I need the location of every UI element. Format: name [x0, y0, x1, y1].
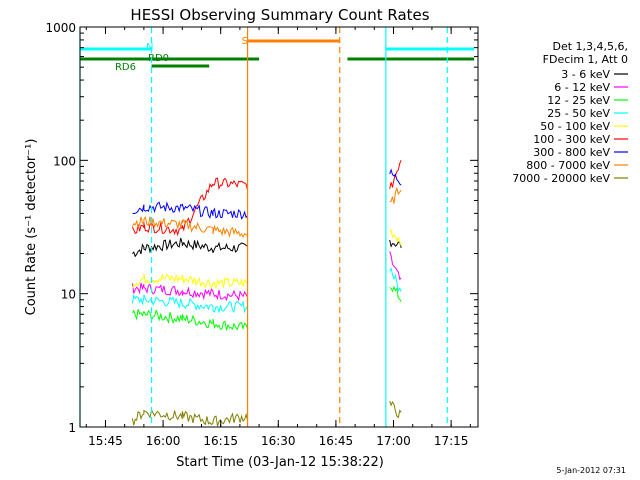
x-axis: 15:45 16:00 16:15 16:30 16:45 17:00 17:15 [85, 27, 471, 448]
series-line [131, 177, 249, 237]
footer-timestamp: 5-Jan-2012 07:31 [556, 466, 626, 475]
legend-entry-label: 800 - 7000 keV [526, 159, 610, 172]
flag-label: RD6 [115, 62, 136, 73]
legend-entry-label: 300 - 800 keV [533, 146, 610, 159]
legend-entry-label: 100 - 300 keV [533, 133, 610, 146]
x-tick-label: 16:00 [146, 434, 181, 448]
y-tick-label: 100 [53, 154, 76, 168]
x-tick-label: 16:45 [319, 434, 354, 448]
y-axis-label: Count Rate (s⁻¹ detector⁻¹) [24, 139, 39, 316]
series-line [389, 285, 402, 302]
series-line [131, 282, 249, 302]
legend-entry-label: 3 - 6 keV [561, 68, 610, 81]
series-line [389, 186, 402, 204]
y-tick-label: 10 [61, 288, 76, 302]
x-tick-label: 16:30 [261, 434, 296, 448]
legend-entry-label: 7000 - 20000 keV [512, 172, 610, 185]
series-line [389, 400, 402, 419]
x-tick-label: 17:00 [376, 434, 411, 448]
series-line [132, 201, 248, 220]
x-tick-label: 17:15 [434, 434, 469, 448]
series-line [131, 216, 248, 239]
x-tick-label: 15:45 [88, 434, 123, 448]
legend-header-line-2: FDecim 1, Att 0 [543, 53, 628, 66]
vertical-markers [79, 27, 448, 427]
series-line [389, 168, 402, 186]
series-line [389, 239, 402, 249]
legend-entry-label: 6 - 12 keV [554, 81, 610, 94]
y-axis: 1 10 100 1000 [45, 21, 478, 435]
series-line [131, 293, 249, 314]
series-line [132, 237, 248, 258]
series-line [389, 251, 402, 281]
legend-entry-label: 50 - 100 keV [540, 120, 610, 133]
series-layer [131, 159, 402, 427]
flag-label: RD0 [148, 53, 169, 64]
series-line [389, 228, 402, 247]
plot-frame [79, 26, 479, 428]
chart-title: HESSI Observing Summary Count Rates [130, 6, 429, 24]
flag-label: N [146, 42, 153, 53]
x-tick-label: 16:15 [203, 434, 238, 448]
series-line [131, 273, 248, 290]
legend-entry-label: 25 - 50 keV [547, 107, 610, 120]
series-line [131, 308, 249, 331]
y-tick-label: 1000 [45, 21, 76, 35]
legend: Det 1,3,4,5,6, FDecim 1, Att 0 3 - 6 keV… [512, 40, 628, 185]
series-line [131, 408, 249, 427]
legend-entry-label: 12 - 25 keV [547, 94, 610, 107]
flag-label: S [242, 36, 248, 47]
legend-header-line-1: Det 1,3,4,5,6, [552, 40, 628, 53]
y-tick-label: 1 [68, 421, 76, 435]
series-line [389, 267, 402, 293]
x-axis-label: Start Time (03-Jan-12 15:38:22) [176, 455, 384, 470]
